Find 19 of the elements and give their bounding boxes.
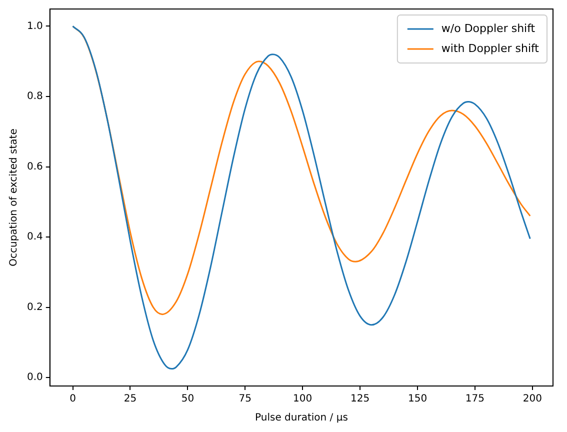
x-tick-label: 0 bbox=[70, 394, 76, 405]
y-tick-label: 0.2 bbox=[26, 302, 43, 313]
legend-label: w/o Doppler shift bbox=[441, 22, 536, 35]
x-tick-label: 25 bbox=[124, 394, 137, 405]
x-tick-label: 200 bbox=[522, 394, 542, 405]
x-axis-title: Pulse duration / µs bbox=[255, 412, 348, 424]
y-tick-label: 0.4 bbox=[26, 232, 43, 243]
x-tick-label: 150 bbox=[408, 394, 428, 405]
y-tick-label: 0.6 bbox=[26, 161, 43, 172]
y-tick-label: 0.8 bbox=[26, 91, 43, 102]
y-tick-label: 0.0 bbox=[26, 372, 43, 384]
x-tick-label: 100 bbox=[293, 394, 312, 405]
x-tick-label: 75 bbox=[238, 394, 252, 405]
legend-label: with Doppler shift bbox=[441, 42, 540, 55]
y-tick-label: 1.0 bbox=[26, 20, 43, 32]
x-tick-label: 50 bbox=[181, 394, 194, 405]
y-axis-title: Occupation of excited state bbox=[8, 128, 20, 266]
x-tick-label: 175 bbox=[465, 394, 485, 405]
x-tick-label: 125 bbox=[350, 394, 370, 405]
